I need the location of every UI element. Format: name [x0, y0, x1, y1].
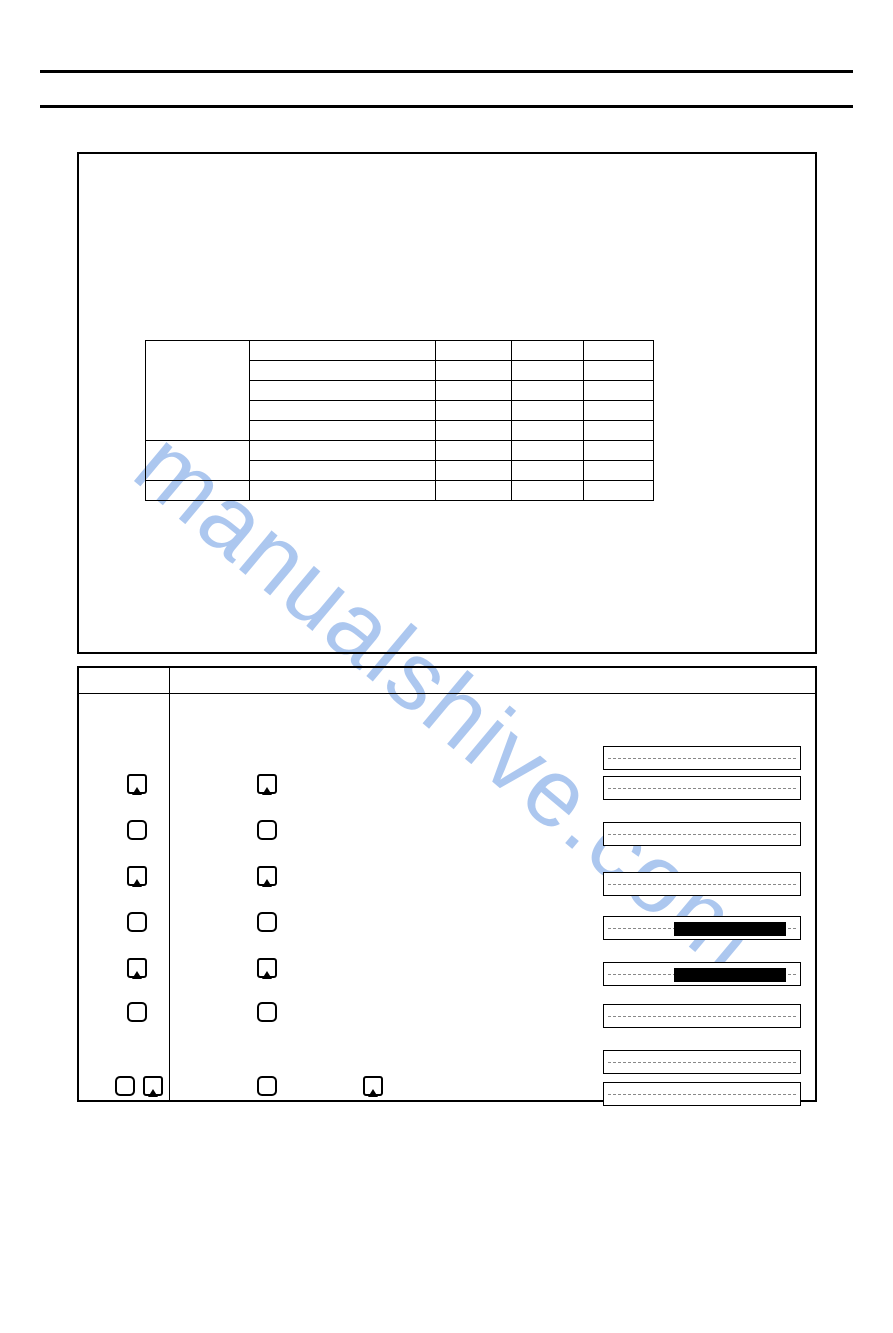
table-cell	[435, 441, 511, 461]
step-button-mid[interactable]	[257, 912, 277, 932]
step-button-left[interactable]	[127, 912, 147, 932]
table-cell	[583, 381, 653, 401]
table-cell	[511, 481, 583, 501]
table-cell	[511, 381, 583, 401]
rule-top	[40, 70, 853, 73]
table-cell	[511, 341, 583, 361]
table-cell	[145, 441, 249, 481]
table-cell	[511, 461, 583, 481]
procedure-body	[79, 694, 815, 1104]
table-cell	[145, 341, 249, 441]
table-row	[145, 441, 653, 461]
spec-table-wrap	[145, 340, 653, 501]
table-cell	[583, 401, 653, 421]
triangle-button-icon[interactable]	[257, 866, 277, 886]
step-button-mid[interactable]	[257, 866, 277, 886]
table-cell	[511, 441, 583, 461]
step-button-bottom[interactable]	[143, 1076, 163, 1096]
table-cell	[435, 361, 511, 381]
table-row	[145, 341, 653, 361]
step-button-left[interactable]	[127, 1002, 147, 1022]
table-cell	[435, 341, 511, 361]
table-cell	[249, 421, 435, 441]
step-button-left[interactable]	[127, 866, 147, 886]
table-cell	[435, 481, 511, 501]
page-container	[0, 70, 893, 1102]
triangle-button-icon[interactable]	[363, 1076, 383, 1096]
square-button-icon[interactable]	[115, 1076, 135, 1096]
square-button-icon[interactable]	[127, 912, 147, 932]
square-button-icon[interactable]	[257, 1076, 277, 1096]
table-cell	[249, 401, 435, 421]
step-button-mid[interactable]	[257, 820, 277, 840]
table-cell	[435, 421, 511, 441]
lcd-display	[603, 822, 801, 846]
table-cell	[435, 401, 511, 421]
triangle-button-icon[interactable]	[257, 958, 277, 978]
spec-table	[145, 340, 654, 501]
lcd-display	[603, 1082, 801, 1106]
table-cell	[249, 461, 435, 481]
square-button-icon[interactable]	[257, 820, 277, 840]
square-button-icon[interactable]	[127, 820, 147, 840]
table-row	[145, 481, 653, 501]
triangle-button-icon[interactable]	[143, 1076, 163, 1096]
table-cell	[583, 461, 653, 481]
table-cell	[511, 421, 583, 441]
step-button-bottom[interactable]	[115, 1076, 135, 1096]
lcd-display	[603, 962, 801, 986]
lcd-display	[603, 872, 801, 896]
step-button-bottom[interactable]	[363, 1076, 383, 1096]
table-cell	[583, 441, 653, 461]
table-cell	[511, 361, 583, 381]
step-button-bottom[interactable]	[257, 1076, 277, 1096]
lcd-progress-bar	[674, 968, 786, 982]
triangle-button-icon[interactable]	[127, 958, 147, 978]
table-cell	[249, 341, 435, 361]
table-cell	[583, 481, 653, 501]
procedure-header	[79, 668, 815, 694]
step-button-left[interactable]	[127, 774, 147, 794]
table-cell	[249, 381, 435, 401]
table-cell	[249, 481, 435, 501]
triangle-button-icon[interactable]	[127, 866, 147, 886]
step-button-mid[interactable]	[257, 958, 277, 978]
info-panel	[77, 152, 817, 654]
table-cell	[249, 441, 435, 461]
step-button-mid[interactable]	[257, 774, 277, 794]
lcd-display	[603, 1004, 801, 1028]
square-button-icon[interactable]	[257, 1002, 277, 1022]
procedure-panel	[77, 666, 817, 1102]
triangle-button-icon[interactable]	[257, 774, 277, 794]
triangle-button-icon[interactable]	[127, 774, 147, 794]
table-cell	[511, 401, 583, 421]
table-cell	[583, 421, 653, 441]
lcd-display	[603, 776, 801, 800]
table-cell	[583, 341, 653, 361]
square-button-icon[interactable]	[257, 912, 277, 932]
lcd-display	[603, 746, 801, 770]
step-button-left[interactable]	[127, 820, 147, 840]
table-cell	[435, 461, 511, 481]
table-cell	[583, 361, 653, 381]
lcd-display	[603, 1050, 801, 1074]
step-button-left[interactable]	[127, 958, 147, 978]
table-cell	[249, 361, 435, 381]
table-cell	[435, 381, 511, 401]
lcd-display	[603, 916, 801, 940]
step-button-mid[interactable]	[257, 1002, 277, 1022]
lcd-progress-bar	[674, 922, 786, 936]
table-cell	[145, 481, 249, 501]
square-button-icon[interactable]	[127, 1002, 147, 1022]
